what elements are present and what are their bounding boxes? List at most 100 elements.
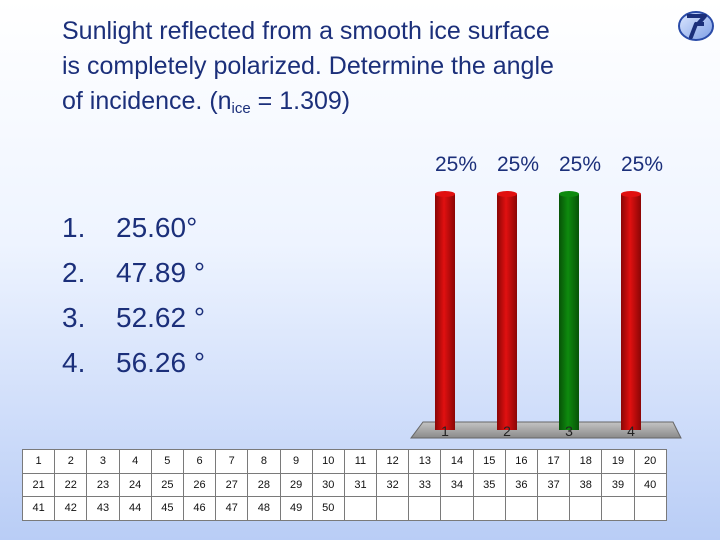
keypad-cell: 10: [311, 449, 345, 474]
chart-floor: [410, 421, 682, 439]
keypad-cell: 38: [569, 472, 603, 497]
chart-bar-top-1: [435, 191, 455, 197]
keypad-cell: 12: [376, 449, 410, 474]
keypad-cell: 13: [408, 449, 442, 474]
keypad-cell: 3: [86, 449, 120, 474]
question-line-1: Sunlight reflected from a smooth ice sur…: [62, 17, 550, 45]
keypad-cell: 33: [408, 472, 442, 497]
answer-number: 3.: [62, 302, 86, 333]
keypad-cell: 31: [343, 472, 378, 497]
chart-bar-4: [621, 194, 641, 430]
keypad-cell: [408, 496, 442, 521]
keypad-row: 21 22 23 24 25 26 27 28 29 30 31 32 33 34 35 36 37 38 39 40: [21, 472, 667, 497]
keypad-cell: 25: [150, 472, 184, 497]
percent-label-4: 25%: [620, 153, 664, 176]
keypad-cell: [343, 496, 378, 521]
keypad-cell: 18: [569, 449, 603, 474]
percent-label-3: 25%: [558, 153, 602, 176]
keypad-cell: [376, 496, 410, 521]
chart-bar-3: [559, 194, 579, 430]
ice-subscript: ice: [231, 100, 251, 117]
keypad-cell: 32: [376, 472, 410, 497]
chart-bars: 1 2 3 4: [435, 191, 641, 439]
question-line-3: of incidence. (nice = 1.309): [62, 84, 682, 119]
keypad-cell: 8: [247, 449, 281, 474]
question-text: Sunlight reflected from a smooth ice sur…: [62, 14, 682, 119]
keypad-cell: 36: [504, 472, 539, 497]
keypad-cell: 34: [440, 472, 474, 497]
answer-text: 25.60°: [116, 212, 198, 243]
keypad-cell: 21: [21, 472, 56, 497]
turning-point-logo-icon: [678, 11, 714, 41]
chart-category-label-1: 1: [441, 423, 449, 439]
keypad-cell: 16: [504, 449, 539, 474]
keypad-cell: 49: [279, 496, 313, 521]
answer-choice-4: 4. 56.26 °: [62, 340, 205, 385]
keypad-cell: 9: [279, 449, 313, 474]
keypad-cell: 1: [21, 449, 56, 474]
keypad-cell: 45: [150, 496, 184, 521]
question-line-3-end: = 1.309): [250, 87, 351, 115]
keypad-cell: [472, 496, 506, 521]
keypad-cell: 2: [54, 449, 88, 474]
keypad-cell: 7: [215, 449, 249, 474]
keypad-cell: 37: [536, 472, 571, 497]
percent-labels: 25% 25% 25% 25%: [426, 153, 668, 183]
answer-choice-3: 3. 52.62 °: [62, 295, 205, 340]
answer-text: 47.89 °: [116, 257, 206, 288]
keypad-cell: 4: [118, 449, 152, 474]
percent-label-1: 25%: [434, 153, 478, 176]
keypad-cell: 44: [118, 496, 152, 521]
keypad-cell: 20: [633, 449, 667, 474]
answer-choice-2: 2. 47.89 °: [62, 250, 205, 295]
keypad-cell: 24: [118, 472, 152, 497]
keypad-cell: [569, 496, 603, 521]
answer-text: 52.62 °: [116, 302, 206, 333]
keypad-cell: 48: [247, 496, 281, 521]
keypad-cell: [601, 496, 635, 521]
answer-choices: 1. 25.60° 2. 47.89 ° 3. 52.62 ° 4. 56.26 °: [62, 205, 205, 385]
keypad-cell: 35: [472, 472, 506, 497]
keypad-cell: 23: [86, 472, 120, 497]
chart-bar-2: [497, 194, 517, 430]
keypad-row: 41 42 43 44 45 46 47 48 49 50: [21, 496, 667, 521]
keypad-grid: 1 2 3 4 5 6 7 8 9 10 11 12 13 14 15 16 17 18 19 20 21 22 23 24 2…: [21, 449, 667, 521]
keypad-cell: 43: [86, 496, 120, 521]
keypad-cell: 39: [601, 472, 635, 497]
keypad-cell: 11: [343, 449, 378, 474]
chart-bar-top-4: [621, 191, 641, 197]
keypad-cell: 29: [279, 472, 313, 497]
chart-category-label-2: 2: [503, 423, 511, 439]
keypad-cell: 15: [472, 449, 506, 474]
keypad-cell: 5: [150, 449, 184, 474]
keypad-cell: 28: [247, 472, 281, 497]
keypad-cell: 17: [536, 449, 571, 474]
response-bar-chart: 1 2 3 4: [410, 191, 682, 439]
keypad-cell: [440, 496, 474, 521]
keypad-cell: 19: [601, 449, 635, 474]
keypad-cell: 50: [311, 496, 345, 521]
keypad-cell: 14: [440, 449, 474, 474]
keypad-row: 1 2 3 4 5 6 7 8 9 10 11 12 13 14 15 16 17 18 19 20: [21, 449, 667, 474]
chart-bar-top-2: [497, 191, 517, 197]
answer-text: 56.26 °: [116, 347, 206, 378]
keypad-cell: 47: [215, 496, 249, 521]
question-line-2: is completely polarized. Determine the a…: [62, 52, 554, 80]
keypad-cell: 27: [215, 472, 249, 497]
keypad-cell: 22: [54, 472, 88, 497]
chart-bar-1: [435, 194, 455, 430]
answer-number: 1.: [62, 212, 86, 243]
keypad-cell: [504, 496, 539, 521]
keypad-cell: [536, 496, 571, 521]
percent-label-2: 25%: [496, 153, 540, 176]
keypad-cell: 6: [182, 449, 217, 474]
chart-category-label-3: 3: [565, 423, 573, 439]
answer-choice-1: 1. 25.60°: [62, 205, 205, 250]
keypad-cell: [633, 496, 667, 521]
keypad-cell: 26: [182, 472, 217, 497]
keypad-cell: 40: [633, 472, 667, 497]
keypad-cell: 41: [21, 496, 56, 521]
answer-number: 4.: [62, 347, 86, 378]
answer-number: 2.: [62, 257, 86, 288]
keypad-cell: 42: [54, 496, 88, 521]
